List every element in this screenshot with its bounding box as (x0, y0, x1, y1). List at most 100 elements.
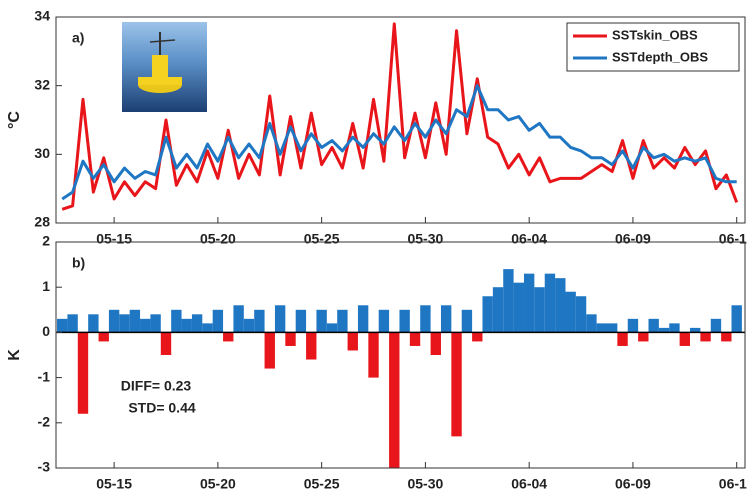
bar (202, 323, 213, 333)
x-tick-label: 05-15 (96, 231, 132, 247)
bar (326, 323, 338, 333)
bar (389, 332, 400, 468)
bar (658, 327, 670, 333)
y-tick-label: 32 (34, 76, 50, 92)
bar (108, 309, 120, 333)
x-tick-label: 06-04 (511, 476, 547, 492)
bar (700, 332, 711, 342)
y-axis-label: K (6, 349, 23, 361)
x-tick-label: 06-14 (719, 476, 747, 492)
bar (420, 305, 431, 333)
y-tick-label: -2 (38, 414, 51, 430)
bar (596, 323, 607, 333)
annotation: DIFF= 0.23 (121, 378, 192, 394)
bar (638, 332, 649, 342)
bar (274, 305, 286, 333)
bar (357, 305, 369, 333)
bar (731, 305, 742, 333)
y-tick-label: 0 (42, 323, 50, 339)
x-tick-label: 05-15 (96, 476, 132, 492)
x-tick-label: 05-20 (200, 231, 236, 247)
bar (409, 332, 421, 346)
annotation: STD= 0.44 (128, 400, 196, 416)
x-tick-label: 05-30 (407, 231, 443, 247)
bar (617, 332, 628, 346)
bar (544, 273, 556, 333)
bar (378, 309, 390, 333)
bar (368, 332, 379, 378)
bar (399, 309, 410, 333)
legend-box (566, 22, 740, 72)
bar (181, 318, 192, 333)
bar (98, 332, 109, 342)
bar (150, 314, 161, 333)
y-tick-label: 1 (42, 278, 50, 294)
panel-label: b) (72, 255, 85, 271)
bar (264, 332, 275, 369)
bar (347, 332, 358, 351)
bar (57, 318, 68, 333)
series-line (61, 84, 737, 201)
bar (472, 332, 483, 342)
bar (513, 282, 524, 333)
x-tick-label: 06-09 (615, 476, 651, 492)
buoy-photo (122, 22, 207, 112)
bar (233, 305, 244, 333)
bar (534, 287, 545, 333)
bar (710, 318, 722, 333)
bar (482, 296, 493, 333)
y-tick-label: 28 (34, 214, 50, 230)
bar (586, 314, 597, 333)
panel-label: a) (72, 30, 84, 46)
bar (492, 287, 504, 333)
bar (212, 309, 224, 333)
x-tick-label: 05-20 (200, 476, 236, 492)
bar (243, 318, 255, 333)
bar (191, 314, 203, 333)
bar (295, 309, 307, 333)
bar (461, 309, 473, 333)
y-tick-label: -1 (38, 368, 51, 384)
bar (254, 309, 265, 333)
series-line (61, 22, 739, 211)
bar (503, 269, 514, 333)
plot-layer: SSTskin_OBS SSTdepth_OBS 28 30 32 34 05-15 05-2… (6, 8, 747, 492)
bar (523, 273, 535, 333)
bar (721, 332, 732, 342)
bar (690, 327, 701, 333)
bar (679, 332, 691, 346)
x-tick-label: 06-04 (511, 231, 547, 247)
legend-label: SSTskin_OBS (612, 27, 698, 42)
y-tick-label: -3 (38, 459, 51, 475)
bar (223, 332, 234, 342)
bar (648, 318, 659, 333)
y-tick-label: 30 (34, 145, 50, 161)
bar (337, 309, 348, 333)
x-tick-label: 05-30 (407, 476, 443, 492)
bar (555, 278, 566, 333)
y-tick-label: 2 (42, 233, 50, 249)
bar (129, 309, 141, 333)
y-tick-label: 34 (34, 8, 50, 24)
bar (140, 318, 151, 333)
bar (451, 332, 462, 437)
bar (67, 314, 78, 333)
bar (565, 291, 576, 333)
bar (627, 318, 639, 333)
x-tick-label: 05-25 (304, 231, 340, 247)
bar (171, 309, 182, 333)
y-axis-label: °C (6, 111, 23, 129)
bar (430, 332, 441, 355)
bar (119, 314, 130, 333)
bar (88, 314, 99, 333)
bar (669, 323, 680, 333)
bar (285, 332, 296, 346)
x-tick-label: 05-25 (304, 476, 340, 492)
bar (77, 332, 89, 414)
bar (440, 305, 452, 333)
bar (316, 309, 327, 333)
axis-box (55, 16, 746, 224)
bar (606, 323, 618, 333)
legend-label: SSTdepth_OBS (612, 49, 708, 64)
